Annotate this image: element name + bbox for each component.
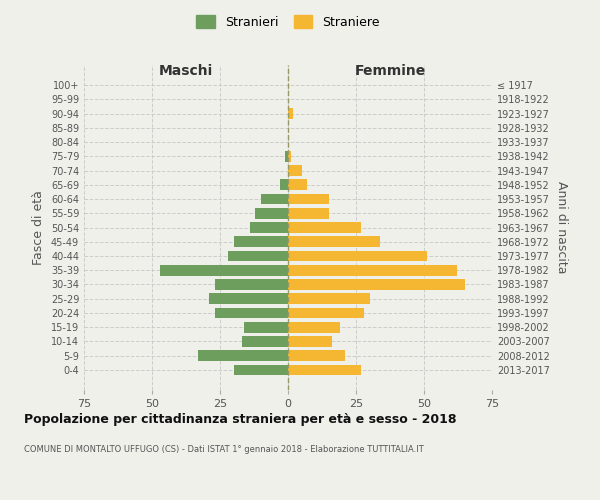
Bar [288, 236, 380, 247]
Bar [160, 265, 288, 276]
Bar [288, 208, 329, 218]
Text: Popolazione per cittadinanza straniera per età e sesso - 2018: Popolazione per cittadinanza straniera p… [24, 412, 457, 426]
Y-axis label: Anni di nascita: Anni di nascita [555, 181, 568, 274]
Bar [261, 194, 288, 204]
Bar [215, 279, 288, 290]
Bar [285, 151, 288, 162]
Bar [288, 265, 457, 276]
Bar [288, 336, 332, 346]
Bar [242, 336, 288, 346]
Bar [250, 222, 288, 233]
Bar [233, 236, 288, 247]
Bar [280, 180, 288, 190]
Text: Femmine: Femmine [355, 64, 425, 78]
Y-axis label: Fasce di età: Fasce di età [32, 190, 45, 265]
Bar [288, 180, 307, 190]
Bar [256, 208, 288, 218]
Bar [209, 294, 288, 304]
Bar [244, 322, 288, 332]
Bar [288, 151, 291, 162]
Bar [288, 322, 340, 332]
Bar [288, 165, 302, 176]
Bar [288, 194, 329, 204]
Bar [215, 308, 288, 318]
Bar [288, 108, 293, 119]
Bar [288, 222, 361, 233]
Bar [288, 350, 345, 361]
Text: Maschi: Maschi [159, 64, 213, 78]
Bar [288, 279, 465, 290]
Text: COMUNE DI MONTALTO UFFUGO (CS) - Dati ISTAT 1° gennaio 2018 - Elaborazione TUTTI: COMUNE DI MONTALTO UFFUGO (CS) - Dati IS… [24, 445, 424, 454]
Legend: Stranieri, Straniere: Stranieri, Straniere [193, 11, 383, 32]
Bar [288, 250, 427, 262]
Bar [288, 364, 361, 375]
Bar [198, 350, 288, 361]
Bar [288, 308, 364, 318]
Bar [228, 250, 288, 262]
Bar [233, 364, 288, 375]
Bar [288, 294, 370, 304]
